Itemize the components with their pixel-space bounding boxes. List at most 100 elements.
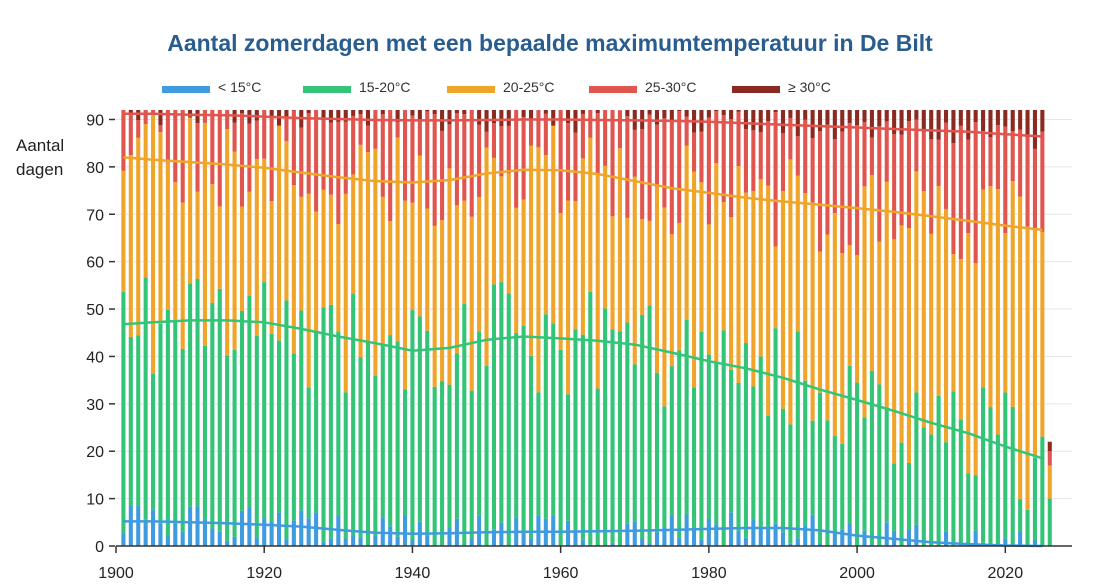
bar-1943-15to20 xyxy=(432,386,437,546)
bar-1965-25to30 xyxy=(595,113,600,175)
bar-1969-25to30 xyxy=(625,116,630,218)
bar-1988-ge30 xyxy=(766,110,771,122)
bar-1912-lt15 xyxy=(202,519,207,546)
bar-1960-15to20 xyxy=(558,349,563,546)
bar-1938-25to30 xyxy=(395,122,400,138)
bar-1953-ge30 xyxy=(506,110,511,126)
x-tick-label-1960: 1960 xyxy=(543,565,579,582)
bar-1941-20to25 xyxy=(417,155,422,317)
bar-1982-20to25 xyxy=(721,202,726,331)
bar-1909-20to25 xyxy=(180,202,185,349)
bar-1905-20to25 xyxy=(151,114,156,374)
bar-1920-20to25 xyxy=(262,158,267,283)
bar-2007-lt15 xyxy=(906,530,911,546)
bar-1963-ge30 xyxy=(580,110,585,114)
y-tick-label-70: 70 xyxy=(86,207,104,224)
bar-1934-ge30 xyxy=(365,110,371,126)
bar-1921-lt15 xyxy=(269,522,274,546)
bar-1997-25to30 xyxy=(832,139,837,214)
bar-1907-25to30 xyxy=(165,110,170,163)
bar-1981-20to25 xyxy=(714,163,719,364)
bar-2026-15to20 xyxy=(1047,498,1052,546)
bar-1999-25to30 xyxy=(847,123,852,246)
chart-title: Aantal zomerdagen met een bepaalde maxim… xyxy=(167,30,933,56)
bar-1915-25to30 xyxy=(225,110,230,130)
bar-2023-15to20 xyxy=(1025,509,1030,546)
bar-1998-20to25 xyxy=(840,253,845,444)
bar-1931-15to20 xyxy=(343,392,348,539)
bar-1975-25to30 xyxy=(669,120,674,235)
bar-1928-ge30 xyxy=(321,110,326,121)
bar-1925-lt15 xyxy=(299,510,304,546)
bar-1949-ge30 xyxy=(477,110,482,125)
bar-1982-15to20 xyxy=(721,330,726,546)
bar-1972-15to20 xyxy=(647,305,652,544)
bar-1918-25to30 xyxy=(247,123,252,192)
bar-1913-15to20 xyxy=(210,303,215,529)
bar-1917-ge30 xyxy=(239,110,245,114)
bar-1913-20to25 xyxy=(210,184,215,304)
bar-1902-20to25 xyxy=(128,155,133,337)
bar-1968-20to25 xyxy=(617,148,622,332)
bar-1994-25to30 xyxy=(810,138,815,203)
bar-1902-ge30 xyxy=(128,110,133,113)
bar-1999-ge30 xyxy=(847,110,852,124)
bar-1961-20to25 xyxy=(566,200,571,395)
bar-1986-20to25 xyxy=(751,191,756,387)
bar-1952-15to20 xyxy=(499,282,504,523)
bar-2024-20to25 xyxy=(1032,228,1037,458)
bar-2015-15to20 xyxy=(966,473,971,546)
bar-1964-25to30 xyxy=(588,110,593,138)
bar-1930-15to20 xyxy=(336,331,341,517)
bar-1947-20to25 xyxy=(462,200,467,305)
bar-2004-15to20 xyxy=(884,408,889,523)
bar-1930-ge30 xyxy=(336,110,341,122)
bar-1970-15to20 xyxy=(632,364,637,522)
bar-1976-ge30 xyxy=(677,110,682,112)
bar-1986-ge30 xyxy=(751,110,756,131)
bar-1978-lt15 xyxy=(692,527,697,546)
bar-2014-20to25 xyxy=(958,259,963,420)
bar-2015-20to25 xyxy=(966,233,971,474)
axes: 0 10 20 30 40 50 60 70 80 90 1900 1920 1940 1960 1980 2… xyxy=(86,112,1072,582)
bar-1937-15to20 xyxy=(388,335,393,527)
bar-1902-15to20 xyxy=(128,336,133,506)
bar-1921-15to20 xyxy=(269,333,274,522)
bar-1913-lt15 xyxy=(210,528,215,546)
bar-1924-lt15 xyxy=(291,520,296,546)
bar-1938-15to20 xyxy=(395,341,400,537)
bar-1910-20to25 xyxy=(188,118,193,284)
bar-1959-20to25 xyxy=(551,125,556,324)
bar-2026-20to25 xyxy=(1047,465,1052,499)
bar-1918-15to20 xyxy=(247,295,252,508)
trend-lines xyxy=(123,112,1043,548)
bar-1925-25to30 xyxy=(299,127,304,197)
bar-1995-ge30 xyxy=(817,110,823,132)
bar-1991-25to30 xyxy=(788,117,793,160)
bar-1967-20to25 xyxy=(610,216,615,330)
bar-1981-ge30 xyxy=(714,110,719,112)
bar-1961-25to30 xyxy=(566,123,571,201)
bar-1974-lt15 xyxy=(662,527,667,546)
bar-1936-25to30 xyxy=(380,114,385,197)
bar-1901-25to30 xyxy=(121,110,126,171)
bar-2011-20to25 xyxy=(936,186,941,396)
y-tick-label-50: 50 xyxy=(86,302,104,319)
bar-1948-25to30 xyxy=(469,110,474,217)
bar-2004-20to25 xyxy=(884,181,889,409)
bar-2019-ge30 xyxy=(995,110,1000,126)
bar-1958-20to25 xyxy=(543,155,548,315)
bar-1952-25to30 xyxy=(499,126,504,177)
bar-1979-15to20 xyxy=(699,331,704,540)
bar-1971-20to25 xyxy=(640,219,645,315)
bar-1904-20to25 xyxy=(143,124,148,278)
bar-1955-15to20 xyxy=(521,325,526,531)
bar-1987-ge30 xyxy=(758,110,763,132)
bar-2010-25to30 xyxy=(929,139,934,234)
bar-1967-lt15 xyxy=(610,542,615,546)
bar-1945-ge30 xyxy=(447,110,452,125)
bar-1923-25to30 xyxy=(284,118,289,141)
bar-1988-20to25 xyxy=(766,185,771,416)
bar-1908-20to25 xyxy=(173,182,178,322)
bar-1945-lt15 xyxy=(447,527,452,546)
